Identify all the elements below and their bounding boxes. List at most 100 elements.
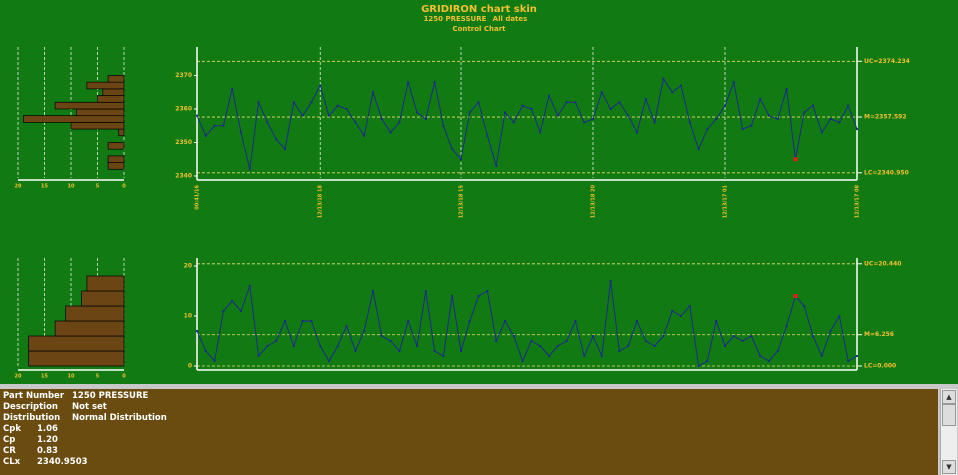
hist-bar xyxy=(28,350,125,367)
data-point xyxy=(636,320,638,322)
data-point xyxy=(222,310,225,312)
data-point xyxy=(512,121,515,124)
data-point xyxy=(248,285,251,287)
data-point xyxy=(759,355,762,357)
data-point xyxy=(204,134,207,137)
data-point xyxy=(495,340,498,342)
limit-label: LC=0.000 xyxy=(864,363,896,370)
data-point xyxy=(732,81,735,84)
data-point xyxy=(829,118,832,121)
hist-bar xyxy=(54,101,125,110)
data-point xyxy=(319,345,322,347)
data-point xyxy=(741,128,744,131)
data-point xyxy=(803,305,806,307)
data-point xyxy=(803,111,806,114)
data-point xyxy=(539,131,542,134)
hist-bar xyxy=(97,95,125,103)
data-point xyxy=(715,118,718,121)
x-tick-label: 20 xyxy=(15,374,22,380)
x-tick-label: 10 xyxy=(68,374,75,380)
data-point xyxy=(310,101,313,104)
hist-bar xyxy=(107,155,125,163)
data-point xyxy=(750,124,753,127)
data-point xyxy=(565,340,568,342)
data-point xyxy=(407,81,410,84)
data-point xyxy=(292,101,295,104)
data-point xyxy=(609,107,612,110)
data-point xyxy=(768,114,770,117)
data-point xyxy=(433,81,436,84)
data-point xyxy=(389,340,392,342)
data-point xyxy=(196,114,198,117)
data-point xyxy=(275,138,278,141)
data-point xyxy=(231,300,234,302)
data-point xyxy=(275,340,278,342)
scroll-down[interactable]: ▼ xyxy=(942,460,956,474)
series-line xyxy=(196,77,858,170)
data-point xyxy=(793,157,798,162)
data-point xyxy=(328,360,330,362)
hist-bar xyxy=(107,162,125,170)
data-point xyxy=(592,335,594,337)
hist-bar xyxy=(86,275,125,292)
data-point xyxy=(284,148,286,151)
data-point xyxy=(583,355,586,357)
limit-label: M=6.256 xyxy=(864,331,894,338)
data-point xyxy=(292,345,295,347)
x-tick-label: 00:41/16 xyxy=(195,184,201,209)
x-tick-label: 5 xyxy=(96,374,100,380)
hist-bar xyxy=(22,115,125,123)
details-panel: Part Number 1250 PRESSURE Description Not s… xyxy=(0,389,938,475)
data-point xyxy=(477,295,480,297)
scroll-thumb[interactable] xyxy=(942,404,956,426)
data-point xyxy=(662,335,665,337)
data-point xyxy=(451,148,454,151)
data-point xyxy=(196,330,198,332)
data-point xyxy=(838,315,841,317)
dates: All dates xyxy=(493,15,528,23)
data-point xyxy=(257,355,260,357)
data-point xyxy=(680,84,682,87)
data-point xyxy=(231,87,234,90)
limit-label: UC=2374.234 xyxy=(864,58,910,65)
x-tick-label: 15 xyxy=(41,184,48,190)
data-point xyxy=(847,104,850,107)
data-point xyxy=(240,131,242,134)
part: 1250 PRESSURE xyxy=(424,15,487,23)
hist-bar xyxy=(54,320,125,337)
data-point xyxy=(504,320,506,322)
data-point xyxy=(301,320,304,322)
data-point xyxy=(530,107,533,110)
x-tick-label: 12/13/18 18 xyxy=(318,184,324,218)
data-point xyxy=(838,121,841,124)
y-tick-label: 20 xyxy=(184,263,192,270)
data-point xyxy=(776,118,779,121)
data-point xyxy=(856,355,858,357)
data-point xyxy=(389,131,392,134)
data-point xyxy=(521,104,524,107)
data-point xyxy=(398,121,401,124)
data-point xyxy=(627,114,630,117)
data-point xyxy=(812,335,814,337)
hist-bar xyxy=(107,142,125,150)
data-point xyxy=(328,114,330,117)
data-point xyxy=(715,320,718,322)
data-point xyxy=(310,320,313,322)
scrollbar[interactable]: ▲ ▼ xyxy=(940,389,957,475)
data-point xyxy=(680,315,682,317)
data-point xyxy=(442,355,445,357)
data-point xyxy=(521,360,524,362)
x-tick-label: 12/13/17 01 xyxy=(723,184,729,218)
data-point xyxy=(820,131,823,134)
detail-label: Cp xyxy=(3,435,16,445)
data-point xyxy=(574,101,577,104)
data-point xyxy=(354,121,357,124)
scroll-up[interactable]: ▲ xyxy=(942,390,956,404)
x-tick-label: 12/13/18 15 xyxy=(459,184,465,218)
data-point xyxy=(583,121,586,124)
y-tick-label: 2360 xyxy=(175,105,192,112)
detail-value: 1250 PRESSURE xyxy=(72,391,149,401)
data-point xyxy=(548,355,550,357)
data-point xyxy=(257,101,260,104)
